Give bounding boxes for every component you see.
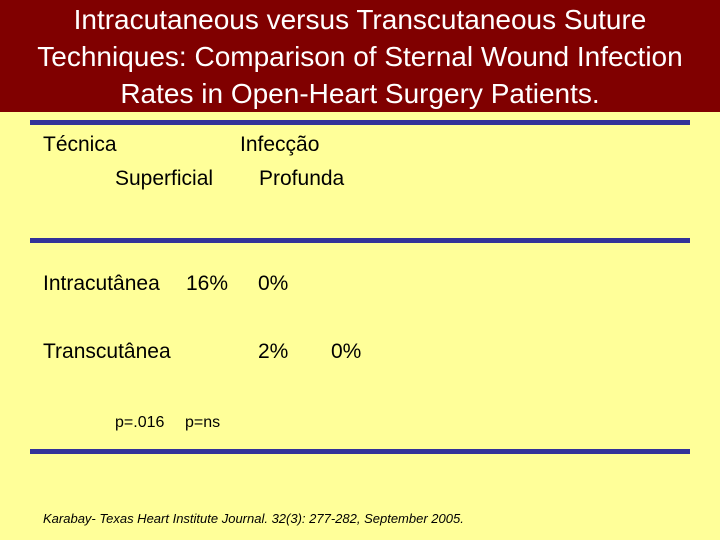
divider-bottom [30,449,690,454]
slide-title: Intracutaneous versus Transcutaneous Sut… [37,3,683,109]
divider-middle [30,238,690,243]
header-deep: Profunda [259,167,345,190]
p-value-superficial: p=.016 [115,414,165,431]
row-deep-intracutanea: 0% [258,272,289,295]
divider-top [30,120,690,125]
row-superficial-intracutanea: 16% [186,272,229,295]
header-superficial: Superficial [115,167,214,190]
title-bar: Intracutaneous versus Transcutaneous Sut… [0,0,720,112]
citation: Karabay- Texas Heart Institute Journal. … [43,511,464,526]
row-technique-intracutanea: Intracutânea [43,272,160,295]
row-technique-transcutanea: Transcutânea [43,340,171,363]
row-superficial-transcutanea: 2% [258,340,289,363]
row-deep-transcutanea: 0% [331,340,362,363]
p-value-deep: p=ns [185,414,221,431]
header-technique: Técnica [43,133,117,156]
header-infection: Infecção [240,133,320,156]
